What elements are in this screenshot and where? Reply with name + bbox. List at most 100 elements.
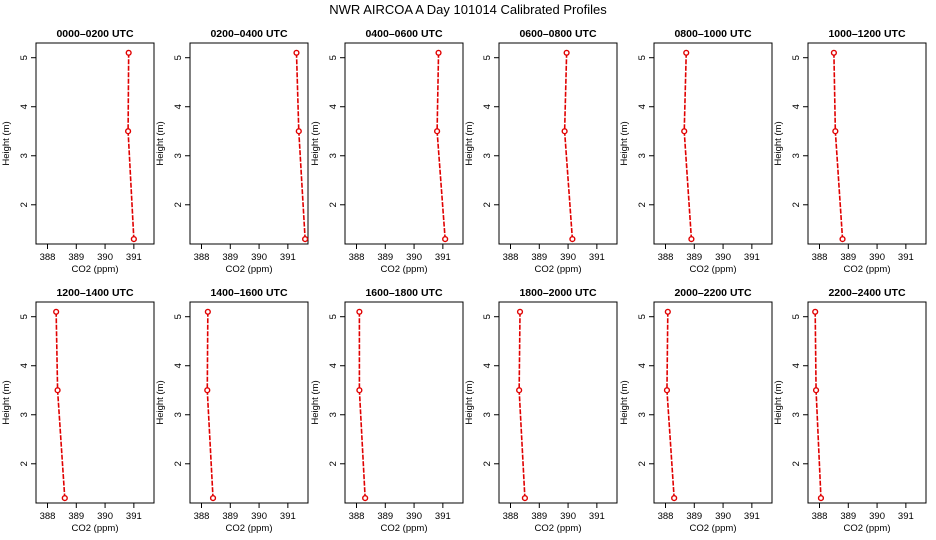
y-tick-label: 2 [173, 461, 184, 466]
y-tick-label: 2 [19, 461, 30, 466]
x-tick-label: 390 [251, 252, 267, 263]
y-tick-label: 2 [791, 202, 802, 207]
data-point [812, 387, 820, 394]
x-tick-label: 390 [560, 511, 576, 522]
data-point [356, 387, 363, 394]
data-point [569, 235, 576, 243]
x-axis-label: CO2 (ppm) [844, 523, 891, 534]
profile-line [206, 311, 214, 499]
x-axis-label: CO2 (ppm) [844, 264, 891, 275]
profile-line [127, 52, 135, 240]
data-point [830, 49, 838, 56]
y-tick-label: 4 [637, 363, 648, 368]
data-point [664, 308, 671, 315]
y-tick-label: 3 [173, 153, 184, 158]
y-tick-label: 5 [328, 314, 339, 319]
x-tick-label: 390 [715, 511, 731, 522]
panels-grid: 0000–0200 UTC 388 389 390 391 2 3 4 5 CO2 (ppm) He… [1, 28, 927, 534]
y-axis-label: Height (m) [310, 121, 321, 165]
data-point [817, 494, 825, 502]
x-axis-label: CO2 (ppm) [690, 523, 737, 534]
y-tick-label: 5 [637, 314, 648, 319]
x-tick-label: 389 [222, 511, 238, 522]
x-tick-label: 389 [222, 252, 238, 263]
plot-frame [653, 301, 773, 504]
y-tick-label: 4 [173, 104, 184, 109]
y-tick-label: 4 [19, 363, 30, 368]
y-tick-label: 4 [328, 363, 339, 368]
y-axis-label: Height (m) [1, 380, 12, 424]
y-tick-label: 4 [791, 363, 802, 368]
plot-frame [498, 42, 618, 245]
profile-panel: 2200–2400 UTC 388 389 390 391 2 3 4 5 CO2 (ppm) He… [773, 287, 927, 534]
profile-line [518, 311, 526, 499]
x-axis-label: CO2 (ppm) [226, 523, 273, 534]
profile-panel: 0000–0200 UTC 388 389 390 391 2 3 4 5 CO2 (ppm) He… [1, 28, 155, 275]
y-tick-label: 5 [482, 314, 493, 319]
x-tick-label: 390 [251, 511, 267, 522]
y-tick-label: 4 [791, 104, 802, 109]
plot-frame [35, 301, 155, 504]
x-tick-label: 388 [658, 252, 674, 263]
x-tick-label: 390 [406, 511, 422, 522]
y-tick-label: 4 [637, 104, 648, 109]
x-tick-label: 391 [898, 252, 914, 263]
x-tick-label: 391 [126, 511, 142, 522]
x-tick-label: 390 [406, 252, 422, 263]
profile-line [358, 311, 366, 499]
y-tick-label: 5 [482, 55, 493, 60]
data-point [521, 494, 529, 502]
data-point [302, 235, 309, 243]
x-axis-label: CO2 (ppm) [226, 264, 273, 275]
y-tick-label: 4 [173, 363, 184, 368]
x-tick-label: 389 [377, 252, 393, 263]
y-tick-label: 4 [19, 104, 30, 109]
y-axis-label: Height (m) [619, 380, 630, 424]
profile-panel: 0800–1000 UTC 388 389 390 391 2 3 4 5 CO2 (ppm) He… [619, 28, 773, 275]
y-tick-label: 2 [19, 202, 30, 207]
y-axis-label: Height (m) [464, 121, 475, 165]
y-tick-label: 2 [791, 461, 802, 466]
y-tick-label: 3 [482, 412, 493, 417]
data-point [293, 49, 300, 56]
x-tick-label: 389 [377, 511, 393, 522]
x-tick-label: 391 [280, 511, 296, 522]
y-tick-label: 5 [173, 314, 184, 319]
profile-line [666, 311, 675, 499]
x-tick-label: 388 [40, 252, 56, 263]
x-axis-label: CO2 (ppm) [72, 264, 119, 275]
x-tick-label: 389 [68, 252, 84, 263]
y-tick-label: 3 [482, 153, 493, 158]
data-point [563, 49, 570, 56]
data-point [362, 494, 369, 502]
x-tick-label: 388 [812, 252, 828, 263]
x-tick-label: 388 [812, 511, 828, 522]
x-tick-label: 390 [715, 252, 731, 263]
profile-panel: 2000–2200 UTC 388 389 390 391 2 3 4 5 CO2 (ppm) He… [619, 287, 773, 534]
panel-title: 0000–0200 UTC [56, 28, 133, 40]
x-tick-label: 391 [126, 252, 142, 263]
y-tick-label: 5 [637, 55, 648, 60]
x-tick-label: 388 [349, 511, 365, 522]
y-tick-label: 3 [328, 412, 339, 417]
x-tick-label: 391 [744, 252, 760, 263]
x-tick-label: 389 [686, 511, 702, 522]
panel-title: 0200–0400 UTC [210, 28, 287, 40]
y-tick-label: 3 [637, 153, 648, 158]
plot-frame [344, 301, 464, 504]
data-point [209, 494, 217, 502]
y-tick-label: 3 [791, 153, 802, 158]
profile-line [833, 52, 844, 240]
y-axis-label: Height (m) [1, 121, 12, 165]
data-point [516, 308, 524, 315]
y-tick-label: 5 [791, 55, 802, 60]
y-axis-label: Height (m) [310, 380, 321, 424]
data-point [125, 49, 132, 56]
data-point [204, 387, 211, 394]
x-axis-label: CO2 (ppm) [381, 264, 428, 275]
x-tick-label: 391 [589, 252, 605, 263]
y-axis-label: Height (m) [619, 121, 630, 165]
x-tick-label: 390 [97, 252, 113, 263]
